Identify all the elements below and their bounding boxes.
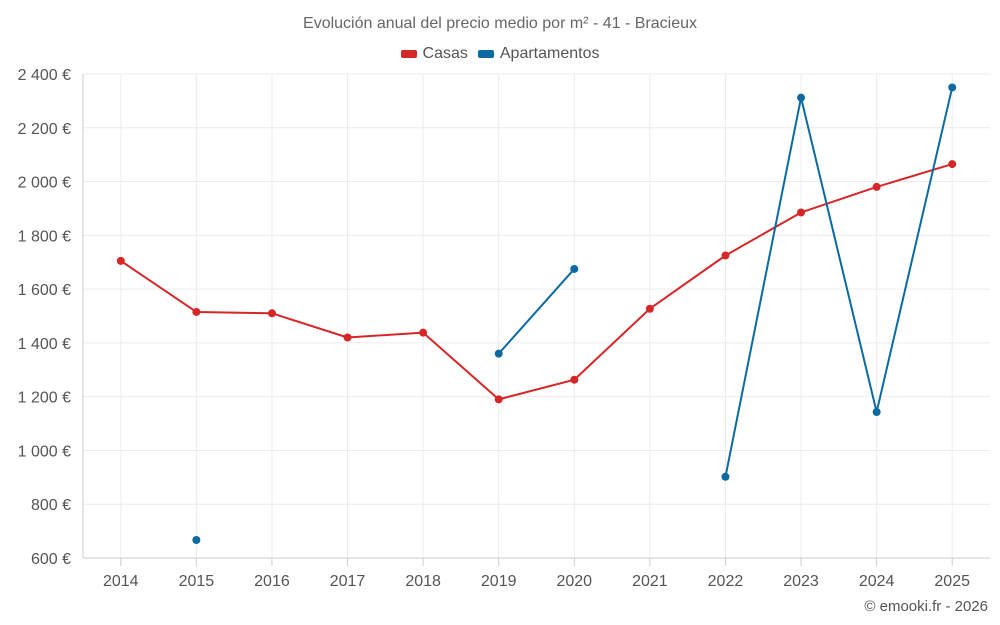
x-tick-label: 2022	[708, 573, 744, 590]
data-point-casas-2017	[343, 333, 352, 342]
legend-item-apartamentos[interactable]: Apartamentos	[477, 45, 600, 63]
legend: Casas Apartamentos	[0, 45, 1000, 63]
credit-text: © emooki.fr - 2026	[864, 598, 988, 615]
legend-label-casas: Casas	[422, 45, 468, 62]
data-point-casas-2019	[494, 395, 503, 404]
data-point-casas-2015	[192, 307, 201, 316]
legend-swatch-apartamentos	[477, 50, 494, 58]
data-point-casas-2022	[721, 251, 730, 260]
series-line-apartamentos	[497, 268, 576, 355]
legend-item-casas[interactable]: Casas	[400, 45, 468, 63]
y-tick-label: 600 €	[31, 551, 71, 568]
x-tick-label: 2018	[405, 573, 441, 590]
data-point-casas-2021	[645, 304, 654, 313]
x-tick-label: 2016	[254, 573, 290, 590]
data-point-casas-2023	[797, 208, 806, 217]
x-tick-label: 2024	[859, 573, 895, 590]
data-point-casas-2018	[419, 328, 428, 337]
y-tick-label: 2 000 €	[18, 175, 71, 192]
x-tick-label: 2023	[783, 573, 819, 590]
data-point-casas-2020	[570, 375, 579, 384]
series-line-casas	[120, 163, 953, 401]
x-tick-label: 2025	[934, 573, 970, 590]
data-point-casas-2016	[267, 309, 276, 318]
x-tick-label: 2014	[103, 573, 139, 590]
y-tick-label: 1 800 €	[18, 228, 71, 245]
x-tick-label: 2019	[481, 573, 517, 590]
data-point-apartamentos-2023	[797, 93, 806, 102]
data-point-apartamentos-2024	[872, 407, 881, 416]
data-point-apartamentos-2019	[494, 349, 503, 358]
data-point-apartamentos-2025	[948, 83, 957, 92]
y-tick-label: 1 600 €	[18, 282, 71, 299]
y-tick-label: 1 400 €	[18, 336, 71, 353]
legend-swatch-casas	[400, 50, 417, 58]
data-point-apartamentos-2015	[192, 535, 201, 544]
data-point-apartamentos-2022	[721, 472, 730, 481]
chart-title: Evolución anual del precio medio por m² …	[303, 15, 697, 32]
y-tick-label: 1 200 €	[18, 390, 71, 407]
data-point-casas-2014	[116, 256, 125, 265]
data-point-apartamentos-2020	[570, 264, 579, 273]
y-tick-label: 2 400 €	[18, 67, 71, 84]
legend-label-apartamentos: Apartamentos	[499, 45, 600, 62]
y-tick-label: 800 €	[31, 497, 71, 514]
x-tick-label: 2020	[556, 573, 592, 590]
x-tick-label: 2021	[632, 573, 668, 590]
x-tick-label: 2017	[330, 573, 366, 590]
y-tick-label: 1 000 €	[18, 443, 71, 460]
y-tick-label: 2 200 €	[18, 121, 71, 138]
series-line-apartamentos	[724, 87, 954, 477]
data-point-casas-2025	[948, 160, 957, 169]
data-point-casas-2024	[872, 182, 881, 191]
x-tick-label: 2015	[179, 573, 215, 590]
